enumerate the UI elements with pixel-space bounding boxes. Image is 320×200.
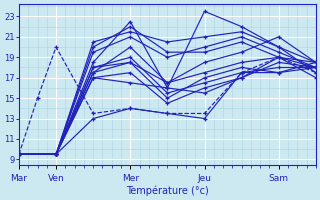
X-axis label: Température (°c): Température (°c) xyxy=(126,185,209,196)
